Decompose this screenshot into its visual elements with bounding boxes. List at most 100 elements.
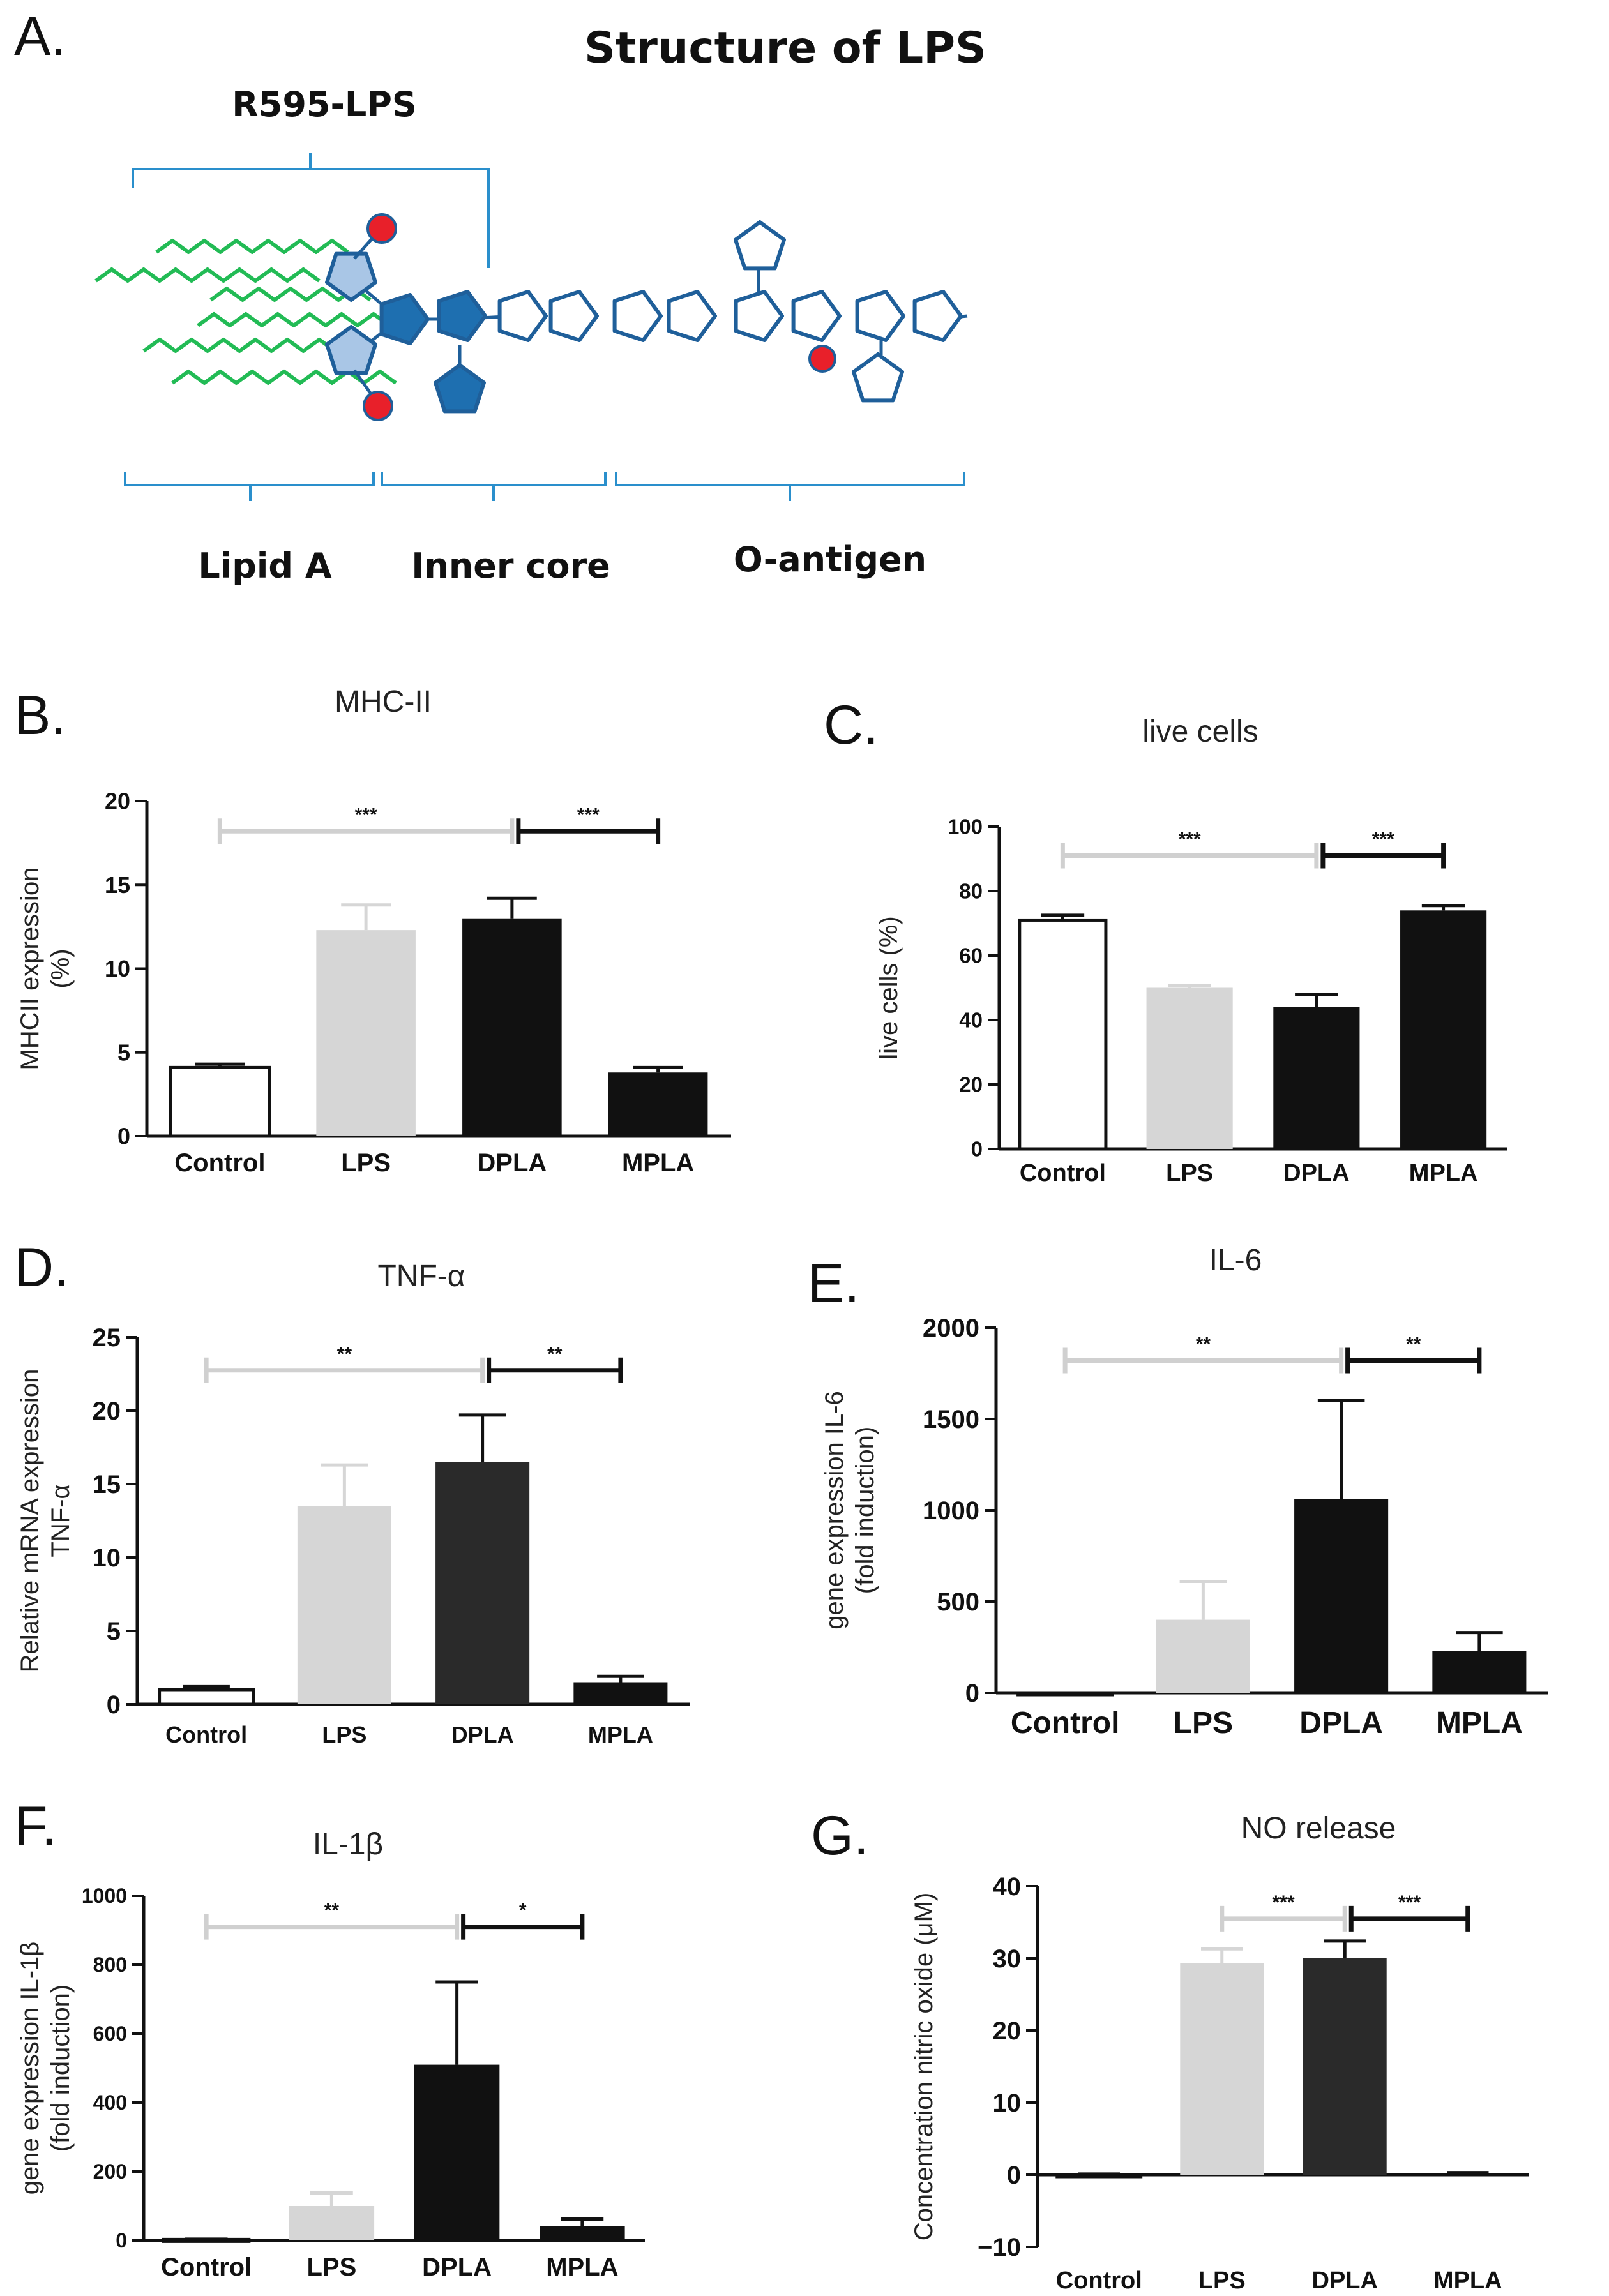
y-axis-label: Relative mRNA expression: [16, 1369, 44, 1673]
significance-label: ***: [1272, 1892, 1294, 1913]
r595-bracket: [132, 168, 490, 268]
sugar-ring-icon: [548, 290, 599, 342]
inner-core-label: Inner core: [411, 546, 610, 586]
region-brackets: [124, 472, 965, 501]
y-tick-label: 20: [105, 788, 130, 814]
chart-title: NO release: [1241, 1812, 1396, 1845]
significance-label: **: [547, 1344, 563, 1365]
category-label: LPS: [322, 1722, 366, 1748]
category-label: Control: [1020, 1160, 1106, 1187]
y-tick-label: 200: [93, 2160, 127, 2183]
y-tick-label: 0: [1007, 2161, 1021, 2189]
y-tick-label: 1000: [82, 1884, 127, 1907]
y-axis-label: (%): [47, 949, 75, 988]
y-tick-label: 80: [959, 880, 983, 903]
y-tick-label: 25: [93, 1324, 121, 1352]
phosphate-icon: [363, 391, 393, 421]
y-axis-label: gene expression IL-1β: [16, 1942, 44, 2195]
chart-g: G. NO release Concentration nitric oxide (…: [811, 1805, 1529, 2294]
dark-sugar-icon: [379, 293, 430, 345]
y-tick-label: 15: [93, 1471, 121, 1499]
y-tick-label: 10: [105, 956, 130, 982]
y-tick-label: 5: [117, 1039, 130, 1065]
y-axis-label: live cells (%): [875, 916, 903, 1059]
y-axis-label: gene expression IL-6: [820, 1391, 849, 1630]
category-label: DPLA: [477, 1149, 547, 1177]
panel-letter: B.: [14, 685, 66, 746]
y-axis-label: (fold induction): [851, 1427, 879, 1594]
category-label: LPS: [1166, 1160, 1213, 1187]
chart-title: IL-1β: [313, 1827, 383, 1861]
category-label: DPLA: [1283, 1160, 1349, 1187]
category-label: MPLA: [1436, 1706, 1523, 1740]
bar-mpla: [1426, 2173, 1510, 2175]
y-axis-label: MHCII expression: [16, 867, 44, 1070]
sugar-ring-icon: [791, 290, 842, 342]
chart-b: B. MHC-II MHCII expression (%) 0 5 10 15 20 Contr…: [14, 685, 731, 1177]
category-label: MPLA: [588, 1722, 653, 1748]
y-tick-label: 60: [959, 944, 983, 968]
y-tick-label: 0: [116, 2229, 127, 2252]
significance-label: **: [1196, 1333, 1211, 1354]
bar-mpla: [1400, 910, 1487, 1149]
y-axis-label: Concentration nitric oxide (μM): [910, 1893, 938, 2240]
y-tick-label: 100: [948, 815, 983, 839]
category-label: DPLA: [1299, 1706, 1383, 1740]
chart-title: TNF-α: [377, 1259, 465, 1293]
chart-title: IL-6: [1209, 1243, 1262, 1277]
significance-label: ***: [1179, 829, 1201, 850]
chart-title: MHC-II: [335, 685, 432, 719]
y-tick-label: 2000: [923, 1314, 979, 1342]
bar-mpla: [540, 2226, 625, 2240]
category-label: DPLA: [451, 1722, 514, 1748]
panel-letter: D.: [14, 1237, 69, 1298]
chart-c: C. live cells live cells (%) 0 20 40 60 80 100 Co…: [824, 694, 1507, 1187]
y-tick-label: 40: [993, 1873, 1022, 1901]
panel-letter: G.: [811, 1805, 869, 1866]
bar-dpla: [414, 2064, 500, 2240]
y-tick-label: 40: [959, 1009, 983, 1032]
category-label: MPLA: [622, 1149, 694, 1177]
y-tick-label: −10: [978, 2233, 1021, 2262]
category-label: Control: [165, 1722, 247, 1748]
category-label: MPLA: [546, 2253, 618, 2281]
dark-sugar-icon: [437, 290, 487, 342]
panel-a-lps-structure: A. Structure of LPS R595-LPS: [14, 6, 986, 586]
y-tick-label: 500: [937, 1588, 979, 1616]
panel-letter-a: A.: [14, 6, 66, 67]
significance-label: ***: [1372, 829, 1394, 850]
light-sugar-icon: [325, 251, 377, 302]
chart-e: E. IL-6 gene expression IL-6 (fold inductio…: [808, 1243, 1548, 1740]
bar-lps: [1156, 1619, 1250, 1693]
y-tick-label: 0: [965, 1679, 979, 1707]
sugar-rings: [325, 220, 968, 414]
y-tick-label: 5: [107, 1617, 121, 1646]
bar-lps: [316, 930, 416, 1136]
category-label: Control: [1056, 2267, 1142, 2294]
significance-label: **: [1406, 1333, 1421, 1354]
lipid-a-label: Lipid A: [198, 546, 332, 586]
category-label: LPS: [1198, 2267, 1246, 2294]
y-tick-label: 0: [971, 1137, 983, 1161]
bar-dpla: [462, 918, 562, 1136]
panel-letter: C.: [824, 694, 879, 756]
category-label: LPS: [306, 2253, 356, 2281]
phosphate-icon: [808, 345, 836, 373]
bar-control: [169, 1065, 271, 1138]
bar-lps: [1146, 987, 1233, 1149]
bar-mpla: [1432, 1651, 1527, 1693]
panel-letter: F.: [14, 1796, 57, 1857]
y-tick-label: 20: [93, 1397, 121, 1425]
bar-dpla: [1273, 1007, 1360, 1149]
bar-mpla: [608, 1072, 708, 1136]
category-label: Control: [161, 2253, 252, 2281]
bar-dpla: [1303, 1958, 1387, 2175]
sugar-ring-icon: [734, 290, 784, 342]
bar-control: [1018, 918, 1108, 1151]
bar-control: [1016, 1691, 1114, 1697]
y-tick-label: 20: [959, 1073, 983, 1097]
chart-title: live cells: [1142, 715, 1258, 749]
bar-lps: [1180, 1963, 1264, 2175]
